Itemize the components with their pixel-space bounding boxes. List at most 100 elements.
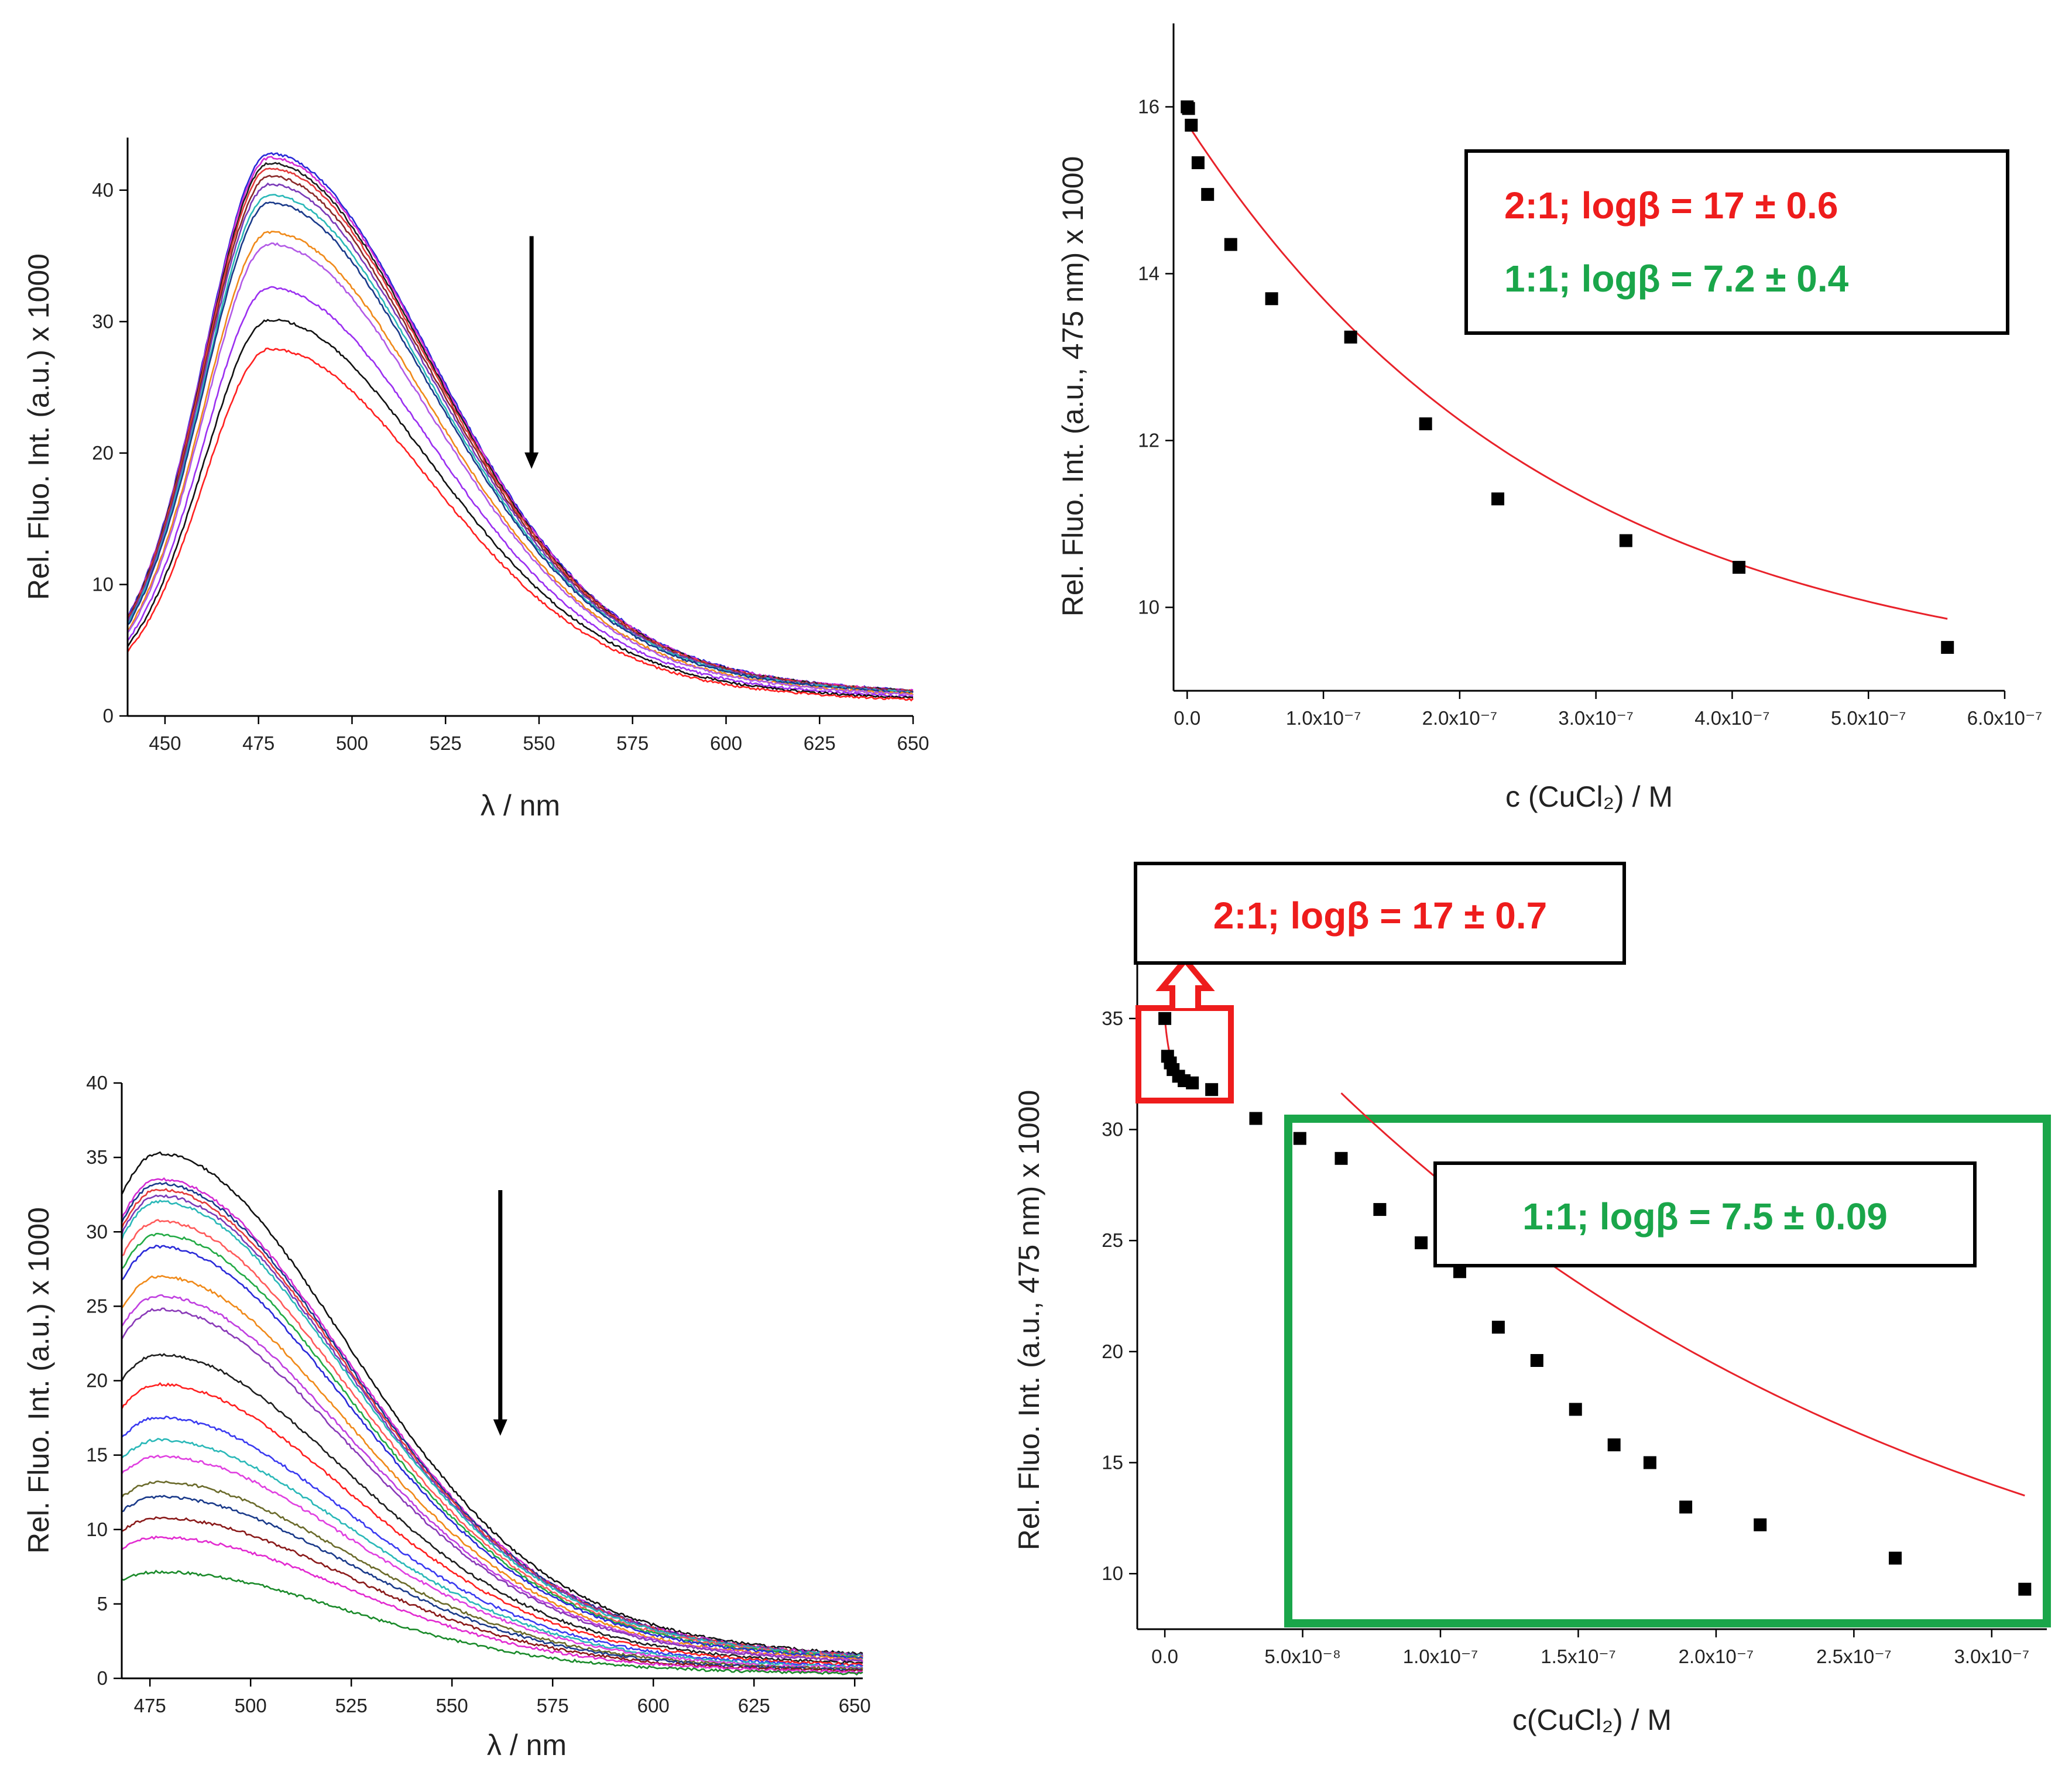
tick-marks: 0.0 5.0x10⁻⁸ 1.0x10⁻⁷ 1.5x10⁻⁷ 2.0x10⁻⁷ 2.5x1…: [1102, 1007, 2029, 1667]
spectrum-line: [121, 1199, 863, 1658]
tick-marks: 475 500 525 550 575 600 625 650 0 5 10 15 20 25 30 35 40: [86, 1072, 870, 1716]
spectrum-line: [121, 1495, 863, 1672]
x-tick-label: 450: [149, 732, 181, 754]
spectra-plot-area: [126, 152, 914, 702]
x-tick-label: 2.0x10⁻⁷: [1679, 1646, 1754, 1667]
y-tick-label: 15: [1102, 1452, 1123, 1473]
x-tick-label: 5.0x10⁻⁸: [1264, 1646, 1340, 1667]
data-point: [1186, 1076, 1199, 1089]
data-point: [1293, 1132, 1306, 1145]
y-axis-label: Rel. Fluo. Int. (a.u., 475 nm) x 1000: [1056, 156, 1089, 617]
titration-plot-area: [1158, 1012, 2032, 1596]
y-tick-label: 30: [1102, 1119, 1123, 1140]
spectrum-line: [126, 286, 913, 698]
x-tick-label: 3.0x10⁻⁷: [1954, 1646, 2029, 1667]
decreasing-intensity-arrow: [493, 1190, 507, 1436]
y-tick-label: 35: [86, 1146, 108, 1168]
arrow-head: [524, 452, 539, 469]
data-point: [1205, 1083, 1219, 1096]
data-point: [1158, 1012, 1172, 1025]
spectrum-line: [121, 1177, 863, 1657]
x-tick-label: 575: [537, 1695, 569, 1716]
spectrum-line: [121, 1382, 863, 1667]
data-point: [1201, 188, 1215, 201]
data-point: [1619, 534, 1632, 547]
x-tick-label: 6.0x10⁻⁷: [1967, 707, 2042, 729]
x-tick-label: 4.0x10⁻⁷: [1694, 707, 1769, 729]
data-point: [1569, 1403, 1582, 1416]
x-tick-label: 550: [523, 732, 555, 754]
data-point: [1224, 238, 1237, 251]
y-tick-label: 25: [1102, 1229, 1123, 1251]
x-tick-label: 500: [235, 1695, 267, 1716]
y-tick-label: 10: [1138, 597, 1160, 618]
x-axis-label: λ / nm: [481, 789, 560, 822]
x-tick-label: 575: [616, 732, 649, 754]
y-tick-label: 40: [86, 1072, 108, 1094]
y-tick-label: 20: [1102, 1341, 1123, 1362]
spectrum-line: [126, 318, 914, 700]
x-tick-label: 525: [430, 732, 462, 754]
data-point: [1889, 1551, 1902, 1565]
spectrum-line: [121, 1353, 863, 1665]
data-point: [1754, 1518, 1767, 1531]
highlight-box-1to1: [1284, 1115, 2051, 1627]
spectrum-line: [121, 1194, 863, 1657]
spectrum-line: [126, 242, 914, 697]
y-tick-label: 20: [92, 442, 114, 464]
x-tick-label: 650: [897, 732, 929, 754]
y-tick-label: 10: [1102, 1562, 1123, 1584]
y-tick-label: 35: [1102, 1007, 1123, 1029]
y-tick-label: 10: [92, 573, 114, 595]
annotation-2to1: 2:1; logβ = 17 ± 0.7: [1213, 895, 1547, 937]
x-tick-label: 0.0: [1174, 707, 1200, 729]
x-tick-label: 1.0x10⁻⁷: [1286, 707, 1361, 729]
y-tick-label: 30: [92, 310, 114, 332]
data-point: [1607, 1438, 1621, 1452]
x-tick-label: 3.0x10⁻⁷: [1558, 707, 1633, 729]
x-tick-label: 0.0: [1151, 1646, 1178, 1667]
annotation-2to1: 2:1; logβ = 17 ± 0.6: [1504, 184, 1838, 227]
spectra-plot-area: [121, 1151, 863, 1676]
tick-marks: 0.0 1.0x10⁻⁷ 2.0x10⁻⁷ 3.0x10⁻⁷ 4.0x10⁻⁷ 5.0x1…: [1138, 96, 2042, 729]
spectrum-line: [121, 1516, 863, 1673]
y-tick-label: 10: [86, 1519, 108, 1540]
spectrum-line: [126, 182, 914, 694]
y-tick-label: 25: [86, 1295, 108, 1317]
data-point: [1491, 492, 1505, 506]
annotation-box-1to1: [1433, 1161, 1977, 1267]
data-point: [1335, 1151, 1348, 1165]
spectrum-line: [121, 1480, 863, 1671]
spectrum-line: [121, 1307, 863, 1663]
data-point: [1453, 1265, 1466, 1279]
panel-top-right-titration: 0.0 1.0x10⁻⁷ 2.0x10⁻⁷ 3.0x10⁻⁷ 4.0x10⁻⁷ 5.0x1…: [1056, 23, 2042, 813]
spectrum-line: [121, 1219, 863, 1659]
spectrum-line: [127, 201, 914, 694]
spectrum-line: [127, 231, 914, 696]
annotation-box: [1464, 149, 2009, 335]
spectrum-line: [121, 1454, 863, 1670]
titration-plot-area: [1181, 100, 1954, 654]
data-point: [1643, 1456, 1656, 1469]
x-tick-label: 625: [738, 1695, 770, 1716]
x-tick-label: 1.0x10⁻⁷: [1403, 1646, 1478, 1667]
data-point: [1941, 640, 1954, 654]
spectrum-line: [127, 194, 914, 694]
y-axis-label: Rel. Fluo. Int. (a.u.) x 1000: [22, 253, 55, 600]
panel-top-left-spectra: 450 475 500 525 550 575 600 625 650 0 10 20 30 40 λ /…: [22, 138, 929, 822]
spectrum-line: [126, 174, 914, 693]
x-tick-label: 5.0x10⁻⁷: [1831, 707, 1906, 729]
y-axis-label: Rel. Fluo. Int. (a.u.) x 1000: [22, 1207, 55, 1554]
x-tick-label: 475: [242, 732, 275, 754]
panel-bottom-right-titration: 0.0 5.0x10⁻⁸ 1.0x10⁻⁷ 1.5x10⁻⁷ 2.0x10⁻⁷ 2.5x1…: [1013, 862, 2051, 1736]
x-tick-label: 2.5x10⁻⁷: [1816, 1646, 1891, 1667]
spectrum-line: [121, 1569, 863, 1676]
y-tick-label: 15: [86, 1444, 108, 1466]
spectrum-line: [121, 1294, 863, 1663]
highlight-arrow-2to1: [1155, 955, 1215, 1008]
y-tick-label: 16: [1138, 96, 1160, 118]
data-point: [2018, 1582, 2032, 1596]
y-tick-label: 30: [86, 1221, 108, 1242]
x-tick-label: 650: [839, 1695, 871, 1716]
